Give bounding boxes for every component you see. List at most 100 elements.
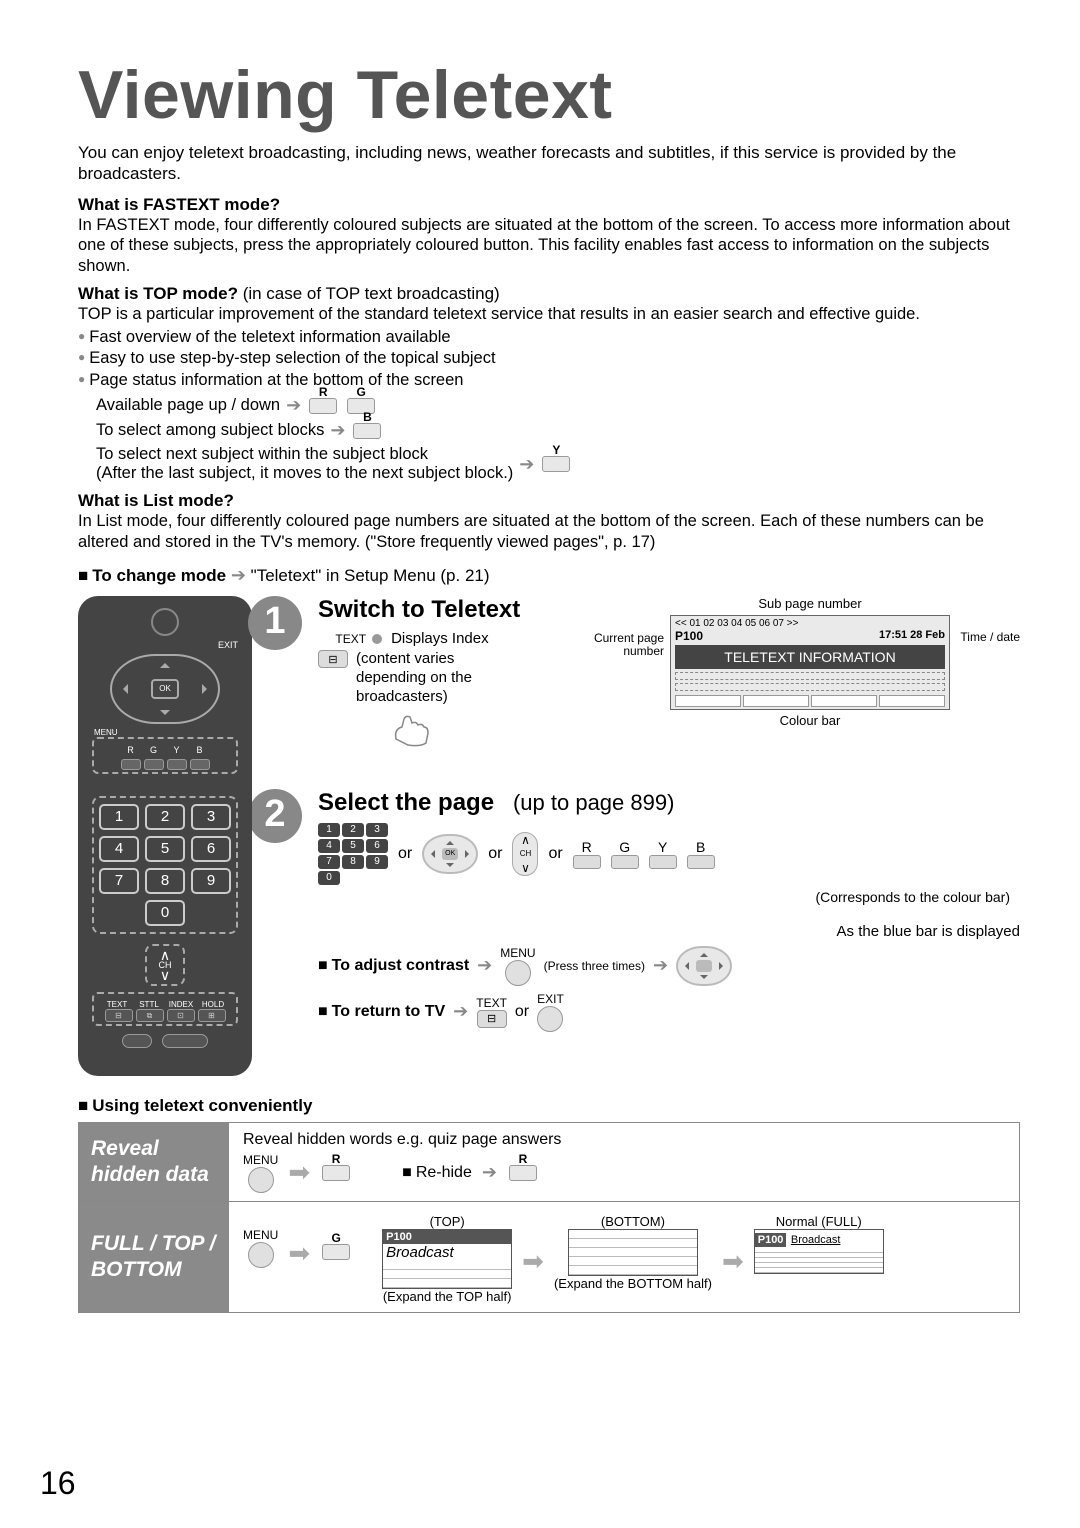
g: G	[144, 745, 164, 755]
menu-label: MENU	[243, 1153, 278, 1167]
g: G	[619, 839, 630, 855]
rehide-label: Re-hide	[402, 1164, 472, 1182]
expand-bottom: (Expand the BOTTOM half)	[554, 1276, 712, 1291]
exit-label: EXIT	[537, 992, 564, 1006]
change-mode-value: "Teletext" in Setup Menu (p. 21)	[251, 566, 490, 585]
or-2: or	[488, 845, 502, 863]
conveniently-heading: Using teletext conveniently	[78, 1096, 1020, 1116]
p100: P100	[755, 1233, 787, 1247]
text-button-label: TEXT	[335, 632, 366, 646]
top-bullets: Fast overview of the teletext informatio…	[78, 327, 1020, 391]
remote-sttl-label: STTL	[134, 1000, 164, 1009]
step2-title-note: (up to page 899)	[513, 790, 674, 815]
step-2-title: Select the page (up to page 899)	[318, 789, 1020, 817]
screen-time: 17:51 28 Feb	[879, 629, 945, 643]
top-line-subjectblocks: To select among subject blocks ➔ B	[96, 420, 1020, 441]
remote-num-9: 9	[191, 868, 231, 894]
bc: Broadcast	[383, 1244, 511, 1261]
top-line1-text: Available page up / down	[96, 396, 280, 415]
colourbar-label: Colour bar	[670, 713, 950, 728]
screen-top-icon: P100 Broadcast	[382, 1229, 512, 1289]
remote-num-0: 0	[145, 900, 185, 926]
b: B	[190, 745, 210, 755]
bottom-label: (BOTTOM)	[601, 1214, 665, 1229]
screen-full-icon: P100 Broadcast	[754, 1229, 884, 1274]
top-bullet-3: Page status information at the bottom of…	[78, 370, 1020, 391]
top-heading: What is TOP mode? (in case of TOP text b…	[78, 284, 1020, 304]
fastext-body: In FASTEXT mode, four differently colour…	[78, 215, 1020, 277]
g: G	[331, 1231, 340, 1245]
top-body: TOP is a particular improvement of the s…	[78, 304, 1020, 325]
reveal-box: Reveal hidden data Reveal hidden words e…	[78, 1122, 1020, 1202]
time-date-label: Time / date	[960, 630, 1020, 644]
remote-illustration: EXIT OK MENU RGYB 1 2 3 4 5 6 7 8 9 0 ∧ …	[78, 596, 252, 1076]
step-1-number: 1	[248, 596, 302, 650]
corresponds-label: (Corresponds to the colour bar)	[318, 889, 1020, 905]
arrow-icon: ➔	[482, 1162, 497, 1183]
r: R	[582, 839, 592, 855]
sub-page-label: Sub page number	[670, 596, 950, 611]
rgby-mini-icon: R G Y B	[573, 839, 715, 869]
numpad-mini-icon: 1234567890	[318, 823, 388, 885]
arrow-icon: ➔	[519, 454, 534, 475]
menu-button-icon	[248, 1242, 274, 1268]
step2-title-text: Select the page	[318, 789, 494, 816]
fastext-heading: What is FASTEXT mode?	[78, 195, 1020, 215]
change-mode-line: To change mode ➔ "Teletext" in Setup Men…	[78, 565, 1020, 586]
yellow-button-icon: Y	[542, 456, 570, 472]
y: Y	[167, 745, 187, 755]
blue-button-icon: B	[353, 423, 381, 439]
arrow-icon: ➡	[288, 1238, 310, 1269]
return-tv-line: To return to TV ➔ TEXT ⊟ or EXIT	[318, 992, 1020, 1032]
arrow-icon: ➔	[477, 955, 492, 976]
arrow-icon: ➡	[288, 1157, 310, 1188]
remote-num-4: 4	[99, 836, 139, 862]
remote-num-5: 5	[145, 836, 185, 862]
arrow-icon: ➔	[453, 1001, 468, 1022]
p100: P100	[383, 1230, 511, 1244]
remote-num-8: 8	[145, 868, 185, 894]
remote-num-6: 6	[191, 836, 231, 862]
arrow-icon: ➔	[330, 420, 345, 441]
full-label: Normal (FULL)	[776, 1214, 862, 1229]
dpad-mini-icon: OK	[422, 834, 478, 874]
top-bullet-1: Fast overview of the teletext informatio…	[78, 327, 1020, 348]
top-line2-text: To select among subject blocks	[96, 421, 324, 440]
or-4: or	[515, 1003, 529, 1021]
exit-button-icon	[537, 1006, 563, 1032]
step1-desc: (content varies depending on the broadca…	[356, 650, 506, 706]
sub-digits: << 01 02 03 04 05 06 07 >>	[675, 618, 945, 629]
top-label: (TOP)	[430, 1214, 465, 1229]
remote-num-1: 1	[99, 804, 139, 830]
red-button-icon: R	[509, 1165, 537, 1181]
adjust-contrast-line: To adjust contrast ➔ MENU (Press three t…	[318, 946, 1020, 986]
change-mode-label: To change mode	[92, 566, 226, 585]
reveal-desc: Reveal hidden words e.g. quiz page answe…	[243, 1131, 1005, 1149]
step-2-number: 2	[248, 789, 302, 843]
press3-label: (Press three times)	[544, 959, 645, 973]
top-line3a-text: To select next subject within the subjec…	[96, 445, 428, 463]
remote-ok-label: OK	[151, 679, 179, 699]
y: Y	[658, 839, 667, 855]
top-heading-text: What is TOP mode?	[78, 284, 238, 303]
ftb-title: FULL / TOP / BOTTOM	[79, 1202, 229, 1312]
page-number: 16	[40, 1465, 76, 1502]
r: R	[121, 745, 141, 755]
reveal-title: Reveal hidden data	[79, 1123, 229, 1201]
red-label: R	[319, 385, 328, 399]
hand-icon	[390, 709, 434, 749]
top-bullet-2: Easy to use step-by-step selection of th…	[78, 348, 1020, 369]
remote-text-label: TEXT	[102, 1000, 132, 1009]
top-line-pageupdown: Available page up / down ➔ R G	[96, 395, 1020, 416]
remote-num-7: 7	[99, 868, 139, 894]
r: R	[332, 1152, 341, 1166]
top-line-nextsubject: To select next subject within the subjec…	[96, 445, 1020, 483]
current-page-label: Current page number	[592, 632, 664, 658]
ftb-box: FULL / TOP / BOTTOM MENU ➡ G (TOP) P100 …	[78, 1202, 1020, 1313]
top-heading-note: (in case of TOP text broadcasting)	[243, 284, 500, 303]
menu-button-icon	[248, 1167, 274, 1193]
bc: Broadcast	[791, 1234, 841, 1246]
or-1: or	[398, 845, 412, 863]
green-label: G	[357, 385, 366, 399]
remote-num-3: 3	[191, 804, 231, 830]
